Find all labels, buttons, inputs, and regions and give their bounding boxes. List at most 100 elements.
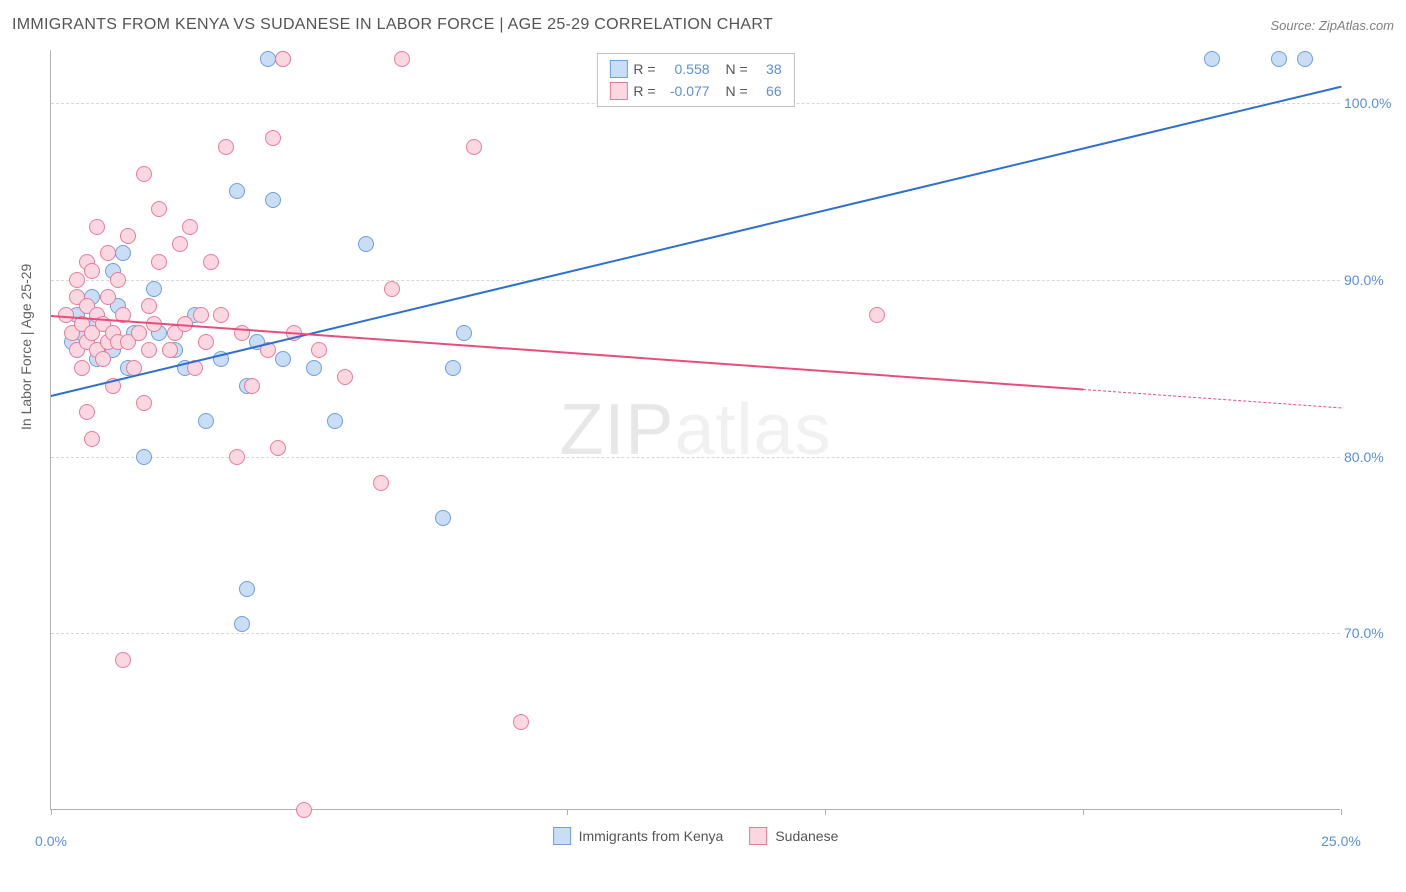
point-kenya	[435, 510, 451, 526]
point-sudanese	[162, 342, 178, 358]
point-sudanese	[182, 219, 198, 235]
r-value-sudanese: -0.077	[662, 83, 710, 99]
x-tick	[825, 809, 826, 815]
point-sudanese	[218, 139, 234, 155]
point-sudanese	[213, 307, 229, 323]
watermark: ZIPatlas	[559, 389, 831, 471]
r-value-kenya: 0.558	[662, 61, 710, 77]
legend-row-sudanese: R = -0.077 N = 66	[605, 80, 785, 102]
point-sudanese	[203, 254, 219, 270]
legend-swatch-kenya	[609, 60, 627, 78]
grid-line-h	[51, 280, 1340, 281]
watermark-atlas: atlas	[674, 390, 831, 470]
point-kenya	[456, 325, 472, 341]
regression-line-kenya	[51, 85, 1341, 396]
point-kenya	[275, 351, 291, 367]
point-sudanese	[74, 360, 90, 376]
point-kenya	[327, 413, 343, 429]
point-sudanese	[513, 714, 529, 730]
point-sudanese	[95, 351, 111, 367]
grid-line-h	[51, 633, 1340, 634]
point-kenya	[265, 192, 281, 208]
point-sudanese	[136, 395, 152, 411]
chart-title: IMMIGRANTS FROM KENYA VS SUDANESE IN LAB…	[12, 16, 773, 34]
point-sudanese	[394, 51, 410, 67]
point-sudanese	[115, 652, 131, 668]
point-kenya	[198, 413, 214, 429]
point-sudanese	[89, 219, 105, 235]
point-sudanese	[275, 51, 291, 67]
x-tick	[1083, 809, 1084, 815]
point-kenya	[234, 616, 250, 632]
x-tick	[567, 809, 568, 815]
point-sudanese	[141, 298, 157, 314]
point-sudanese	[869, 307, 885, 323]
point-sudanese	[373, 475, 389, 491]
point-kenya	[146, 281, 162, 297]
point-sudanese	[172, 236, 188, 252]
x-tick-label: 25.0%	[1321, 833, 1361, 849]
point-kenya	[1297, 51, 1313, 67]
point-sudanese	[131, 325, 147, 341]
point-sudanese	[229, 449, 245, 465]
point-sudanese	[120, 228, 136, 244]
point-sudanese	[79, 404, 95, 420]
legend-swatch-sudanese-bottom	[749, 827, 767, 845]
point-sudanese	[136, 166, 152, 182]
legend-series: Immigrants from Kenya Sudanese	[553, 827, 839, 845]
legend-label-kenya: Immigrants from Kenya	[579, 828, 724, 844]
point-sudanese	[193, 307, 209, 323]
r-label: R =	[633, 61, 655, 77]
y-axis-title: In Labor Force | Age 25-29	[18, 264, 34, 430]
point-kenya	[1204, 51, 1220, 67]
n-value-sudanese: 66	[754, 83, 782, 99]
x-tick	[51, 809, 52, 815]
point-sudanese	[270, 440, 286, 456]
point-sudanese	[466, 139, 482, 155]
x-tick	[1341, 809, 1342, 815]
point-sudanese	[100, 245, 116, 261]
point-sudanese	[151, 254, 167, 270]
regression-line-sudanese	[51, 315, 1083, 391]
scatter-plot-area: ZIPatlas R = 0.558 N = 38 R = -0.077 N =…	[50, 50, 1340, 810]
legend-item-kenya: Immigrants from Kenya	[553, 827, 724, 845]
x-tick-label: 0.0%	[35, 833, 67, 849]
point-sudanese	[234, 325, 250, 341]
regression-line-sudanese-extrapolated	[1083, 389, 1341, 408]
point-sudanese	[244, 378, 260, 394]
point-kenya	[445, 360, 461, 376]
r-label: R =	[633, 83, 655, 99]
point-kenya	[1271, 51, 1287, 67]
point-sudanese	[198, 334, 214, 350]
point-kenya	[115, 245, 131, 261]
legend-swatch-sudanese	[609, 82, 627, 100]
point-kenya	[239, 581, 255, 597]
legend-item-sudanese: Sudanese	[749, 827, 838, 845]
point-sudanese	[265, 130, 281, 146]
point-sudanese	[100, 289, 116, 305]
legend-swatch-kenya-bottom	[553, 827, 571, 845]
point-kenya	[136, 449, 152, 465]
point-kenya	[229, 183, 245, 199]
point-sudanese	[84, 263, 100, 279]
source-attribution: Source: ZipAtlas.com	[1270, 18, 1394, 33]
n-label: N =	[725, 61, 747, 77]
legend-correlation-box: R = 0.558 N = 38 R = -0.077 N = 66	[596, 53, 794, 107]
point-sudanese	[311, 342, 327, 358]
point-kenya	[260, 51, 276, 67]
point-sudanese	[151, 201, 167, 217]
point-kenya	[306, 360, 322, 376]
y-tick-label: 80.0%	[1344, 449, 1398, 465]
point-sudanese	[141, 342, 157, 358]
point-sudanese	[69, 272, 85, 288]
point-sudanese	[337, 369, 353, 385]
point-sudanese	[84, 431, 100, 447]
point-sudanese	[384, 281, 400, 297]
y-tick-label: 90.0%	[1344, 272, 1398, 288]
y-tick-label: 100.0%	[1344, 95, 1398, 111]
point-sudanese	[110, 272, 126, 288]
watermark-zip: ZIP	[559, 390, 674, 470]
n-value-kenya: 38	[754, 61, 782, 77]
title-bar: IMMIGRANTS FROM KENYA VS SUDANESE IN LAB…	[12, 10, 1394, 40]
y-tick-label: 70.0%	[1344, 625, 1398, 641]
